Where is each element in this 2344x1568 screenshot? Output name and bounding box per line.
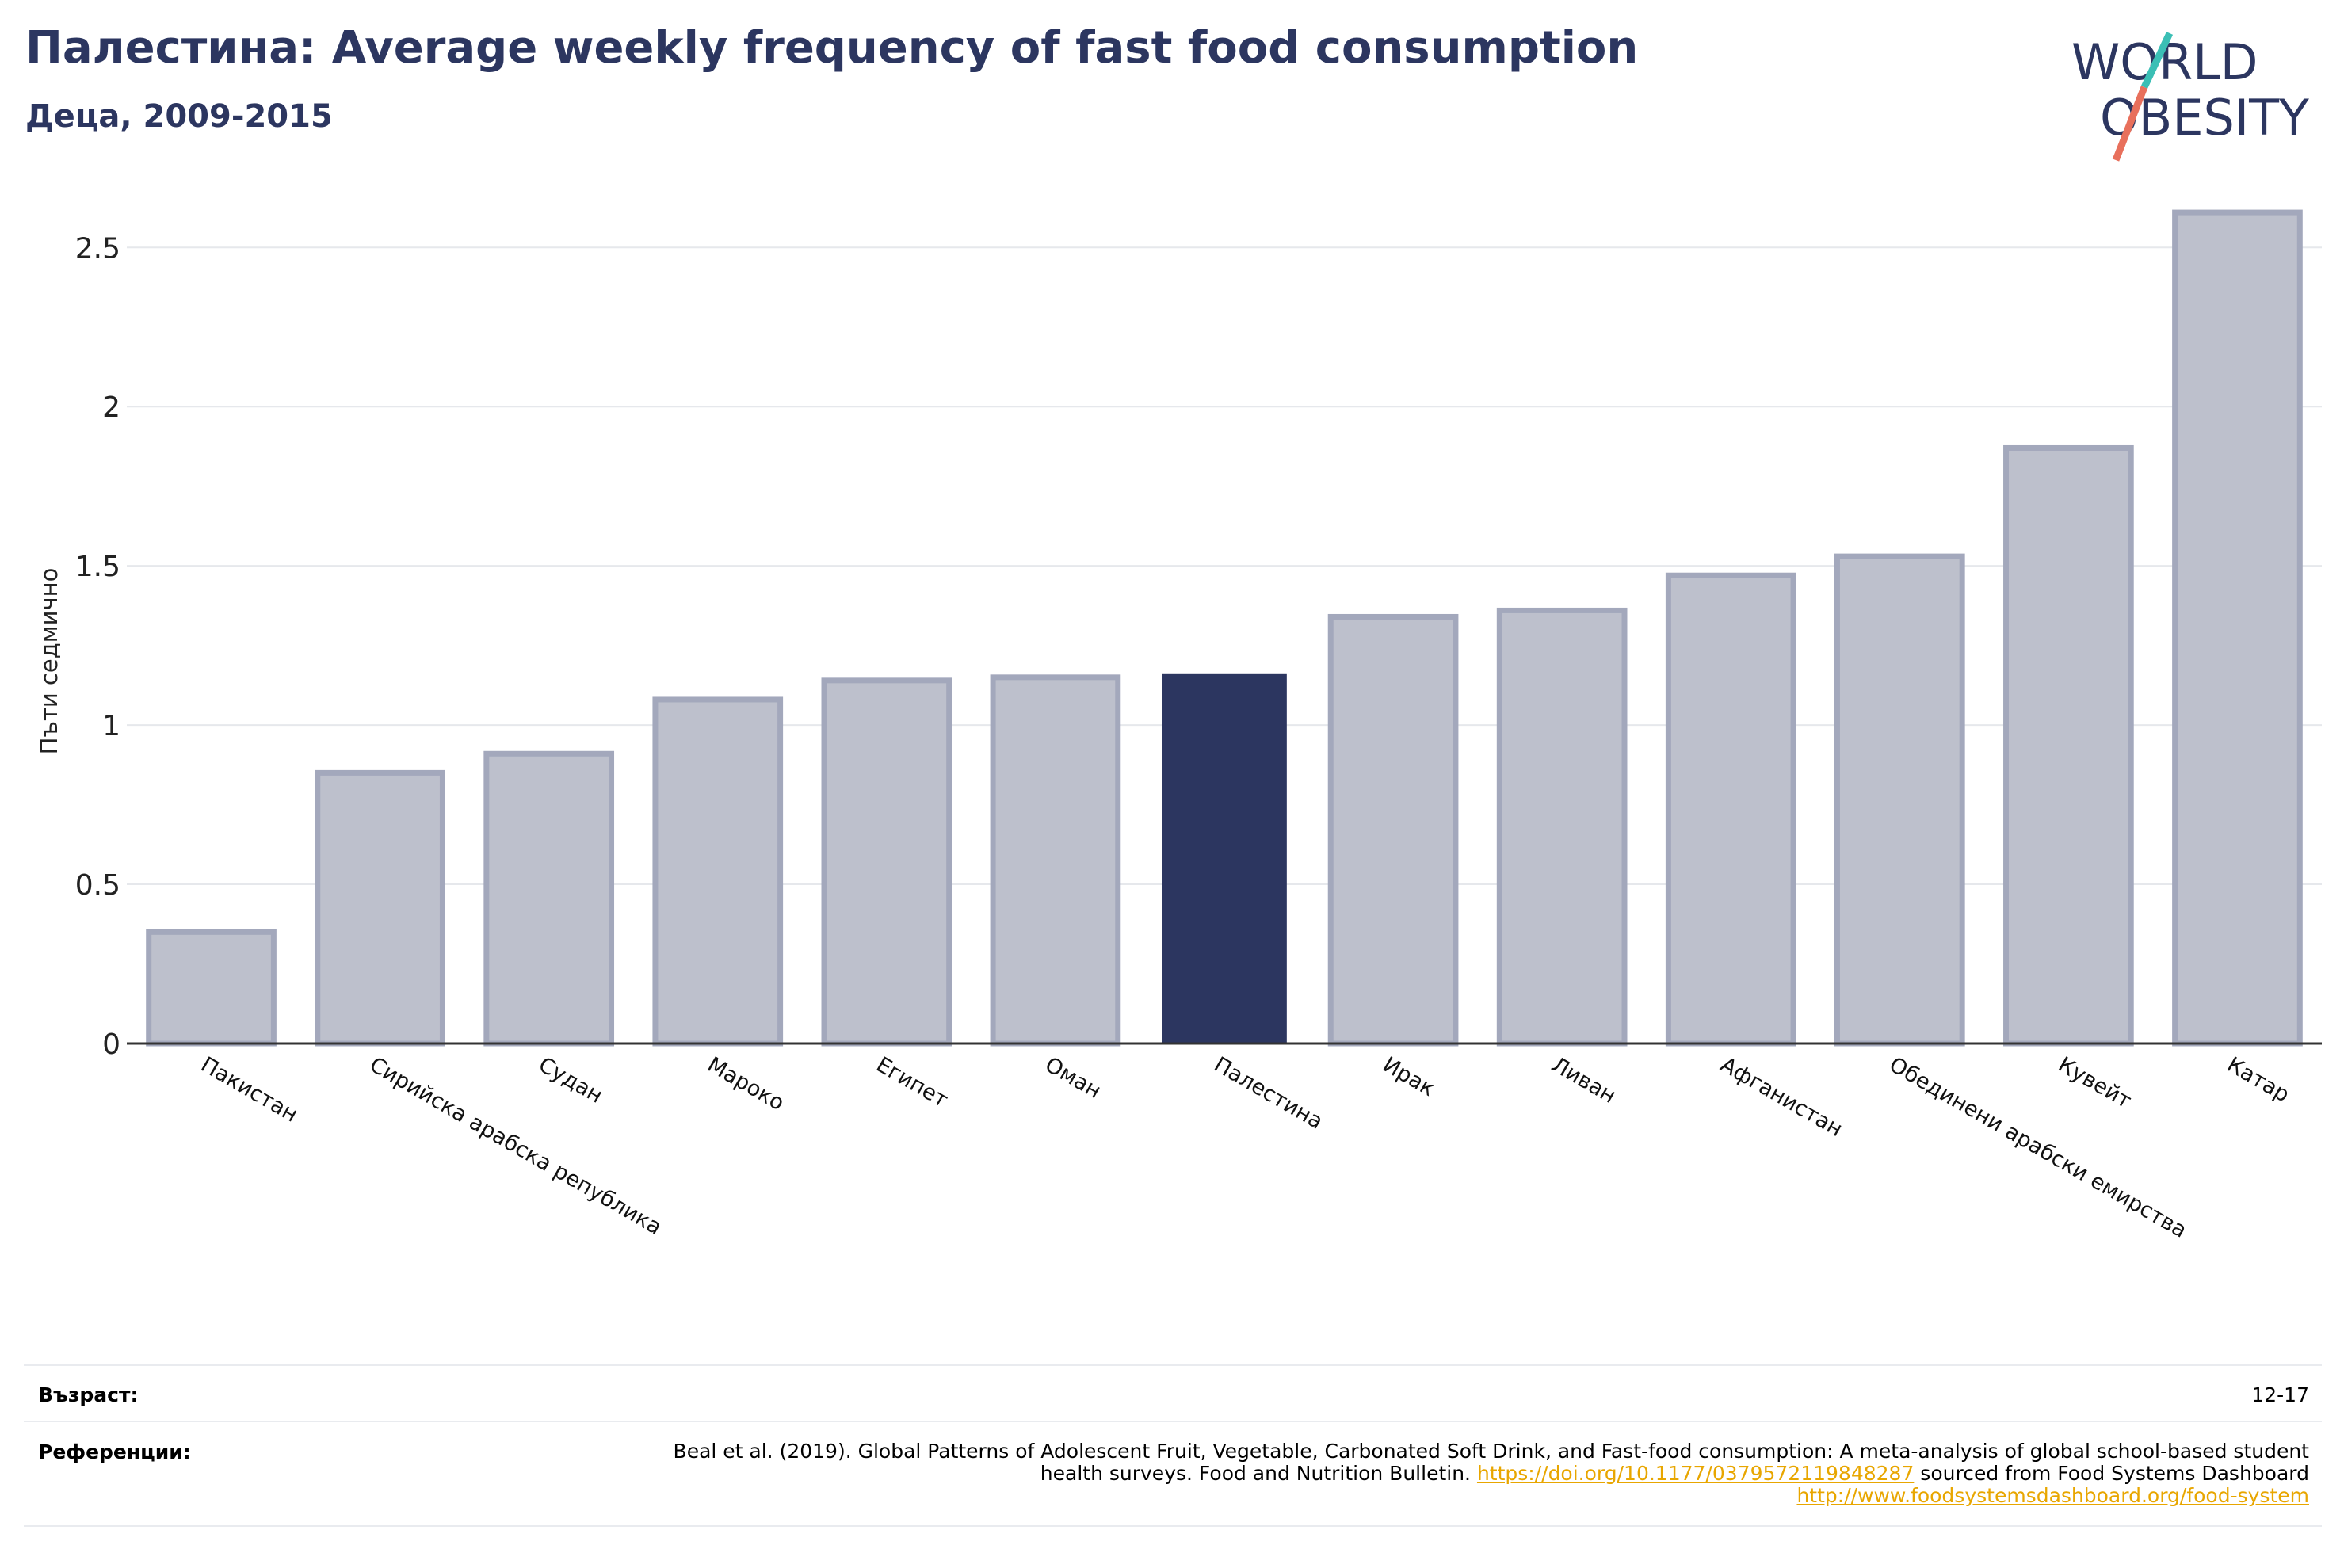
- logo-slash-teal: [2140, 32, 2174, 89]
- meta-divider: [24, 1364, 2322, 1366]
- x-tick-label: Палестина: [1210, 1052, 1327, 1134]
- bar: [990, 674, 1121, 1047]
- references-label: Референции:: [38, 1440, 191, 1463]
- bar: [652, 696, 784, 1047]
- references-text: Beal et al. (2019). Global Patterns of A…: [637, 1440, 2309, 1507]
- ref-doi-link[interactable]: https://doi.org/10.1177/0379572119848287: [1476, 1462, 1915, 1485]
- meta-divider: [24, 1421, 2322, 1422]
- x-tick-label: Катар: [2223, 1052, 2293, 1107]
- ref-text-part1: Beal et al. (2019). Global Patterns of A…: [673, 1440, 2309, 1485]
- y-axis-label: Пъти седмично: [36, 568, 63, 755]
- age-value: 12-17: [2251, 1383, 2309, 1406]
- x-tick-label: Ливан: [1548, 1052, 1621, 1108]
- x-tick-label: Кувейт: [2054, 1052, 2136, 1113]
- y-tick-label: 0: [102, 1028, 120, 1061]
- ref-text-part2: sourced from Food Systems Dashboard: [1914, 1462, 2309, 1485]
- x-tick-label: Обединени арабски емирства: [1885, 1052, 2191, 1243]
- x-tick-label: Афганистан: [1716, 1052, 1847, 1142]
- x-tick-label: Сирийска арабска република: [365, 1052, 666, 1240]
- age-label: Възраст:: [38, 1383, 139, 1406]
- y-tick-label: 0.5: [75, 869, 120, 902]
- chart-title: Палестина: Average weekly frequency of f…: [25, 22, 1639, 74]
- y-tick-label: 1.5: [75, 551, 120, 583]
- y-tick-label: 2: [102, 391, 120, 424]
- bar-chart: 0 0.5 1 1.5 2 2.5 Пъти седмично Пакистан Сирийск…: [36, 209, 2322, 1243]
- bar: [2172, 209, 2303, 1047]
- bar: [2003, 444, 2134, 1047]
- y-tick-label: 2.5: [75, 232, 120, 265]
- x-tick-label: Египет: [872, 1052, 952, 1112]
- logo-slash-coral: [2112, 86, 2148, 162]
- ref-dashboard-link[interactable]: http://www.foodsystemsdashboard.org/food…: [1796, 1484, 2309, 1507]
- bar: [315, 769, 445, 1047]
- x-tick-label: Судан: [534, 1052, 606, 1108]
- world-obesity-logo: WORLD OBESITY: [2071, 32, 2309, 162]
- bar: [821, 677, 952, 1047]
- bar: [1162, 673, 1287, 1043]
- bar: [1327, 613, 1459, 1047]
- bar: [1496, 607, 1628, 1047]
- chart-subtitle: Деца, 2009-2015: [25, 98, 333, 135]
- bar: [1665, 572, 1796, 1047]
- bar: [483, 750, 615, 1047]
- y-tick-label: 1: [102, 710, 120, 742]
- bar: [146, 929, 277, 1047]
- x-tick-label: Ирак: [1379, 1052, 1439, 1101]
- meta-divider: [24, 1525, 2322, 1527]
- x-tick-label: Пакистан: [197, 1052, 302, 1127]
- x-tick-label: Мароко: [703, 1052, 788, 1116]
- x-tick-label: Оман: [1040, 1052, 1105, 1104]
- bar: [1834, 553, 1965, 1047]
